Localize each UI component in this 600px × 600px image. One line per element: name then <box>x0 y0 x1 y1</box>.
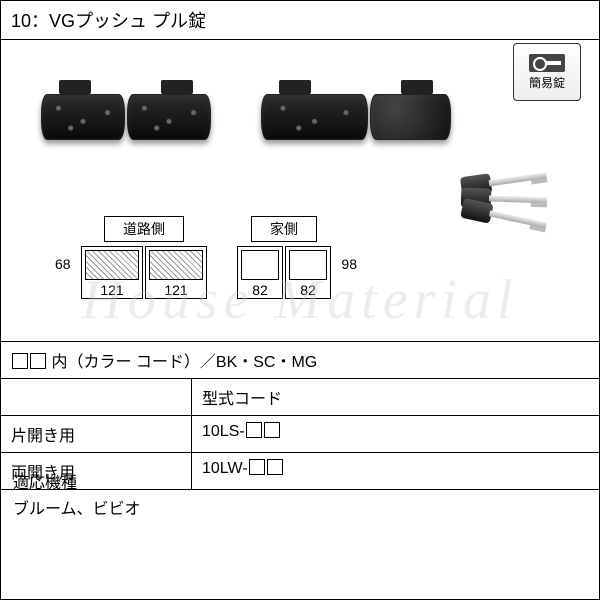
compatible-text: ブルーム、ビビオ <box>13 497 587 523</box>
title-bar: 10：VGプッシュ プル錠 <box>1 1 599 40</box>
house-height-dim: 98 <box>341 256 357 272</box>
road-w1: 121 <box>100 283 123 298</box>
house-block-2: 82 <box>285 246 331 299</box>
compatible-heading: 適応機種 <box>13 471 587 497</box>
single-open-label: 片開き用 <box>1 416 192 452</box>
model-code-header-row: 型式コード <box>1 379 599 416</box>
keys-image <box>461 171 581 241</box>
catalog-card: 10：VGプッシュ プル錠 簡易錠 <box>0 0 600 600</box>
road-w2: 121 <box>164 283 187 298</box>
product-right <box>261 80 451 150</box>
product-left <box>41 80 211 150</box>
house-w1: 82 <box>252 283 268 298</box>
road-height-dim: 68 <box>55 256 71 272</box>
model-code-header: 型式コード <box>192 379 599 415</box>
road-block-1: 121 <box>81 246 143 299</box>
road-side-diagram: 道路側 68 121 121 <box>81 216 207 299</box>
single-open-code: 10LS- <box>202 423 245 440</box>
house-w2: 82 <box>300 283 316 298</box>
house-block-1: 82 <box>237 246 283 299</box>
house-side-diagram: 家側 82 82 98 <box>237 216 331 299</box>
house-side-label: 家側 <box>251 216 317 242</box>
color-code-row: 内（カラー コード）／BK・SC・MG <box>1 342 599 379</box>
color-code-text: 内（カラー コード）／BK・SC・MG <box>51 354 317 371</box>
road-block-2: 121 <box>145 246 207 299</box>
dimension-diagrams: 道路側 68 121 121 家側 82 <box>81 216 399 299</box>
title-text: 10：VGプッシュ プル錠 <box>11 11 206 31</box>
road-side-label: 道路側 <box>104 216 184 242</box>
compatible-section: 適応機種 ブルーム、ビビオ <box>1 463 599 530</box>
single-open-row: 片開き用 10LS- <box>1 416 599 453</box>
